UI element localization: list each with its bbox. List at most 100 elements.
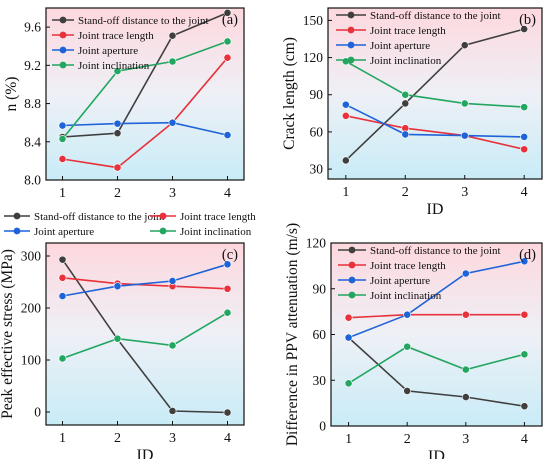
data-point xyxy=(403,387,412,395)
legend-entry: Joint aperture xyxy=(34,226,94,238)
legend-entry: Joint inclination xyxy=(78,60,150,72)
plot-background xyxy=(46,243,244,425)
series-line-2 xyxy=(345,115,525,151)
panel-label: (b) xyxy=(519,12,536,28)
data-point xyxy=(168,341,177,350)
data-point xyxy=(58,121,67,130)
legend-entry: Stand-off distance to the joint xyxy=(34,211,165,223)
series-line-1 xyxy=(61,259,228,414)
x-axis-label: ID xyxy=(428,448,445,459)
data-point xyxy=(113,282,122,291)
data-point xyxy=(401,90,410,99)
series-line-4 xyxy=(62,312,228,360)
legend-marker xyxy=(59,61,67,69)
legend-entry: Joint trace length xyxy=(180,211,256,223)
plot-background xyxy=(331,243,542,426)
legend-entry: Joint aperture xyxy=(370,40,430,52)
legend-marker xyxy=(348,291,356,299)
legend-entry: Joint inclination xyxy=(370,55,442,67)
data-point xyxy=(58,255,67,264)
data-point xyxy=(223,408,232,417)
data-point xyxy=(461,310,470,319)
series-line-2 xyxy=(62,277,228,290)
data-point xyxy=(520,310,529,319)
data-point xyxy=(344,313,353,322)
panel-label: (c) xyxy=(222,247,238,263)
data-point xyxy=(401,99,410,108)
legend-marker xyxy=(159,212,167,220)
data-point xyxy=(223,53,232,62)
legend-entry: Joint trace length xyxy=(370,25,446,37)
legend-marker xyxy=(347,56,355,64)
data-point xyxy=(403,310,412,319)
data-point xyxy=(460,131,469,140)
y-tick-label: 300 xyxy=(21,249,42,264)
x-tick-label: 3 xyxy=(169,431,176,446)
legend: Stand-off distance to the joint Joint tra… xyxy=(338,245,501,302)
panel-label: (a) xyxy=(222,12,238,28)
data-point xyxy=(401,130,410,139)
series-line-4 xyxy=(61,40,228,140)
legend-entry: Stand-off distance to the joint xyxy=(370,245,501,257)
data-point xyxy=(520,103,529,112)
data-point xyxy=(344,333,353,342)
series-line-2 xyxy=(348,313,525,319)
legend-marker xyxy=(347,26,355,34)
chart-panel-4: 1 2 3 4 0 30 60 90 120 ID Difference in PPV attenu… xyxy=(284,223,543,459)
y-tick-label: 90 xyxy=(310,87,324,102)
legend-marker xyxy=(348,246,356,254)
data-point xyxy=(520,350,529,359)
x-tick-label: 2 xyxy=(114,431,121,446)
legend: Stand-off distance to the joint Joint tra… xyxy=(52,15,209,72)
x-tick-label: 1 xyxy=(59,431,66,446)
plot-background xyxy=(328,8,542,179)
y-tick-label: 150 xyxy=(303,13,324,28)
data-point xyxy=(461,393,470,401)
data-point xyxy=(341,156,350,165)
legend-entry: Joint inclination xyxy=(180,226,252,238)
data-point xyxy=(113,334,122,343)
y-tick-label: 8.8 xyxy=(24,96,41,111)
chart-panel-3: 1 2 3 4 0 100 200 300 ID Peak effective stress (M… xyxy=(0,211,256,459)
data-point xyxy=(223,308,232,317)
plot-background xyxy=(46,8,244,180)
data-point xyxy=(58,292,67,300)
data-point xyxy=(58,155,67,163)
y-tick-label: 120 xyxy=(306,236,327,251)
data-point xyxy=(461,269,470,278)
x-tick-label: 2 xyxy=(402,185,409,200)
panel-label: (d) xyxy=(519,247,536,263)
x-tick-label: 1 xyxy=(59,186,66,201)
legend: Stand-off distance to the joint Joint tra… xyxy=(336,10,501,67)
legend-marker xyxy=(348,276,356,284)
legend-entry: Joint trace length xyxy=(370,260,446,272)
plot-frame xyxy=(327,7,543,180)
y-tick-label: 90 xyxy=(313,281,327,296)
legend-entry: Stand-off distance to the joint xyxy=(78,15,209,27)
legend-entry: Stand-off distance to the joint xyxy=(370,10,501,22)
chart-panel-1: 1 2 3 4 8.0 8.4 8.8 9.2 9.6 n (%) (a) Stand-off dis… xyxy=(3,7,245,201)
x-tick-label: 2 xyxy=(114,186,121,201)
data-point xyxy=(58,135,67,143)
data-point xyxy=(520,145,529,154)
x-tick-label: 3 xyxy=(462,432,469,447)
data-point xyxy=(223,284,232,293)
plot-frame xyxy=(45,7,245,181)
x-tick-label: 3 xyxy=(461,185,468,200)
data-point xyxy=(341,100,350,109)
legend-marker xyxy=(13,227,21,235)
chart-panel-2: 1 2 3 4 30 60 90 120 150 ID Crack length (cm) (b) St… xyxy=(281,7,543,218)
x-tick-label: 1 xyxy=(345,432,352,447)
data-point xyxy=(461,365,470,374)
legend-marker xyxy=(159,227,167,235)
y-tick-label: 8.4 xyxy=(24,134,41,149)
data-point xyxy=(520,402,529,411)
x-tick-label: 4 xyxy=(521,432,528,447)
legend-entry: Joint aperture xyxy=(78,45,138,57)
data-point xyxy=(223,260,232,269)
data-point xyxy=(168,118,177,127)
data-point xyxy=(460,41,469,50)
y-tick-label: 9.2 xyxy=(24,58,41,73)
legend-marker xyxy=(347,11,355,19)
y-axis-label: Peak effective stress (MPa) xyxy=(0,249,16,419)
